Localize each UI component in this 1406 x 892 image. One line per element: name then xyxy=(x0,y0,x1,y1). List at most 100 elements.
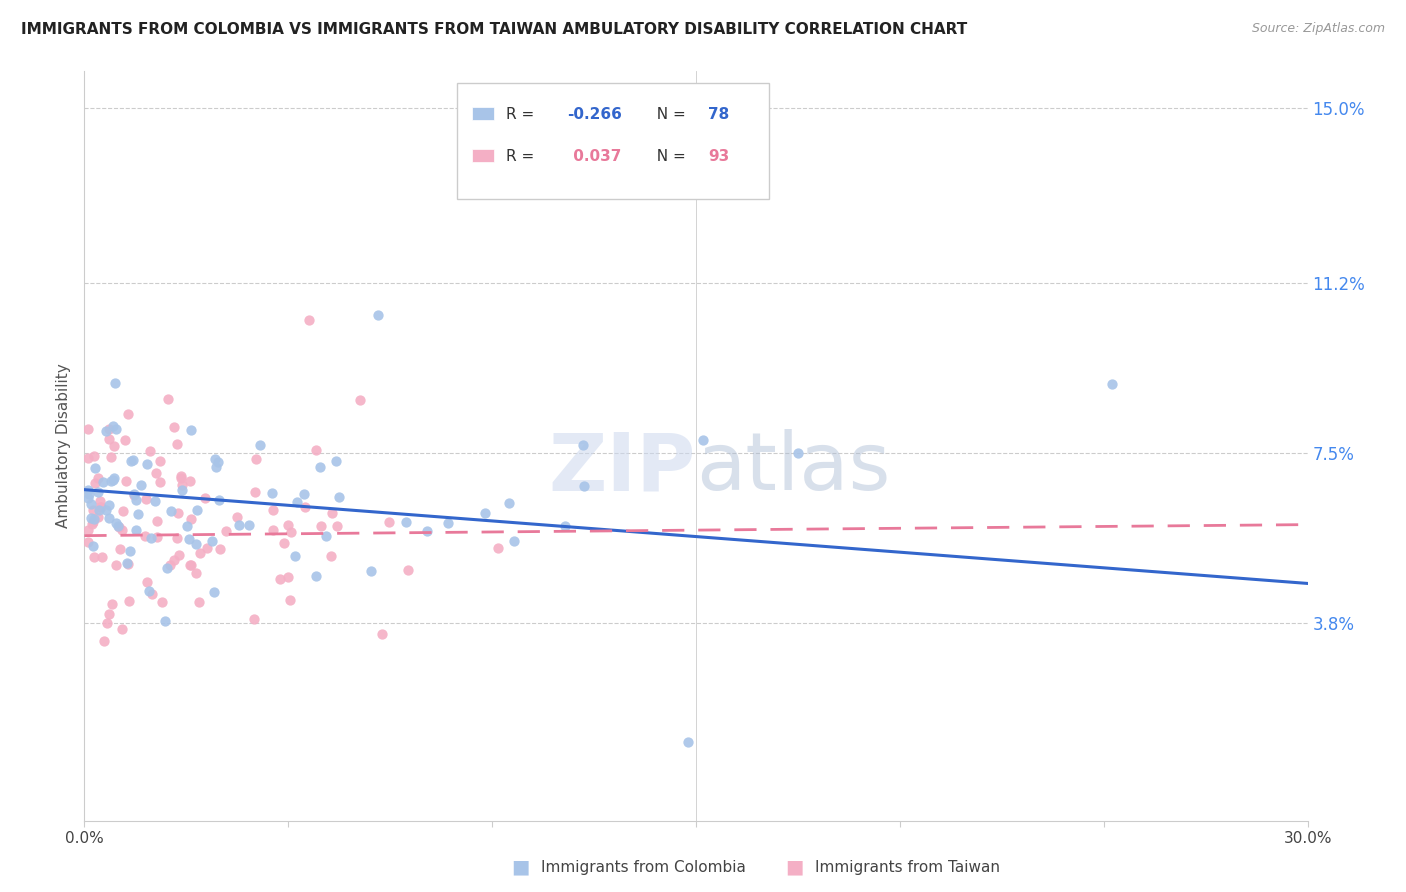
Point xyxy=(208,493,231,508)
Point xyxy=(101,473,124,487)
Point xyxy=(243,612,266,626)
Point xyxy=(86,509,108,524)
Point xyxy=(77,422,100,436)
Point xyxy=(269,572,291,586)
Point xyxy=(98,422,121,436)
Point xyxy=(416,524,439,538)
FancyBboxPatch shape xyxy=(472,149,494,162)
Point xyxy=(77,523,100,537)
Point xyxy=(122,487,145,501)
Point xyxy=(103,471,125,485)
Text: IMMIGRANTS FROM COLOMBIA VS IMMIGRANTS FROM TAIWAN AMBULATORY DISABILITY CORRELA: IMMIGRANTS FROM COLOMBIA VS IMMIGRANTS F… xyxy=(21,22,967,37)
Point xyxy=(262,503,284,517)
Point xyxy=(103,418,125,433)
Point xyxy=(82,516,104,531)
Point xyxy=(103,439,125,453)
Point xyxy=(186,503,208,517)
Point xyxy=(190,546,212,560)
Point xyxy=(91,475,114,489)
Point xyxy=(325,453,347,467)
Point xyxy=(328,490,350,504)
Point xyxy=(114,433,136,447)
Point xyxy=(153,614,176,628)
Point xyxy=(122,453,145,467)
Point xyxy=(315,528,337,542)
Point xyxy=(503,533,526,548)
Point xyxy=(79,487,101,501)
Point xyxy=(149,454,172,468)
Point xyxy=(146,514,169,528)
Point xyxy=(170,469,193,483)
Point xyxy=(179,532,201,546)
Text: N =: N = xyxy=(647,107,690,122)
Point xyxy=(97,432,120,446)
Point xyxy=(86,485,108,500)
Text: Immigrants from Taiwan: Immigrants from Taiwan xyxy=(815,860,1001,874)
Point xyxy=(117,407,139,421)
Point xyxy=(83,512,105,526)
Point xyxy=(146,530,169,544)
Point xyxy=(82,503,104,517)
Point xyxy=(321,506,343,520)
Point xyxy=(96,615,118,630)
Text: atlas: atlas xyxy=(696,429,890,508)
Point xyxy=(574,479,596,493)
Text: Immigrants from Colombia: Immigrants from Colombia xyxy=(541,860,747,874)
Point xyxy=(104,516,127,530)
Point xyxy=(554,519,576,533)
Point xyxy=(97,498,120,512)
Text: Source: ZipAtlas.com: Source: ZipAtlas.com xyxy=(1251,22,1385,36)
Point xyxy=(104,558,127,572)
Point xyxy=(139,443,162,458)
Point xyxy=(245,485,267,500)
Point xyxy=(167,548,190,562)
Point xyxy=(184,566,207,580)
Point xyxy=(170,483,193,497)
Point xyxy=(304,569,326,583)
Point xyxy=(285,495,308,509)
Point xyxy=(294,500,316,515)
Point xyxy=(98,607,121,621)
Point xyxy=(309,460,332,475)
Point xyxy=(166,531,188,545)
Point xyxy=(309,519,332,533)
Point xyxy=(136,458,159,472)
Point xyxy=(150,595,173,609)
Point xyxy=(101,597,124,611)
Point xyxy=(245,452,267,467)
Point xyxy=(97,511,120,525)
Point xyxy=(273,536,295,550)
Point xyxy=(163,420,186,434)
Point xyxy=(215,524,238,539)
Text: 93: 93 xyxy=(709,149,730,164)
Point xyxy=(129,477,152,491)
Point xyxy=(138,583,160,598)
Point xyxy=(179,474,201,488)
Point xyxy=(83,549,105,564)
Point xyxy=(94,502,117,516)
Point xyxy=(90,500,112,514)
Point xyxy=(120,454,142,468)
Point xyxy=(202,585,225,599)
Point xyxy=(360,564,382,578)
Point xyxy=(166,437,188,451)
Point xyxy=(118,594,141,608)
Point xyxy=(486,541,509,556)
Point xyxy=(180,512,202,526)
Point xyxy=(197,541,219,555)
Point xyxy=(77,483,100,497)
Point xyxy=(90,549,112,564)
Point xyxy=(108,542,131,557)
Point xyxy=(167,506,190,520)
Point xyxy=(396,562,419,576)
Point xyxy=(169,471,191,485)
Text: 78: 78 xyxy=(709,107,730,122)
Point xyxy=(326,519,349,533)
Point xyxy=(1101,376,1123,391)
Point xyxy=(692,433,714,447)
Point xyxy=(160,504,183,518)
Point xyxy=(107,519,129,533)
Point xyxy=(292,487,315,501)
Point xyxy=(159,558,181,572)
Point xyxy=(249,438,271,452)
